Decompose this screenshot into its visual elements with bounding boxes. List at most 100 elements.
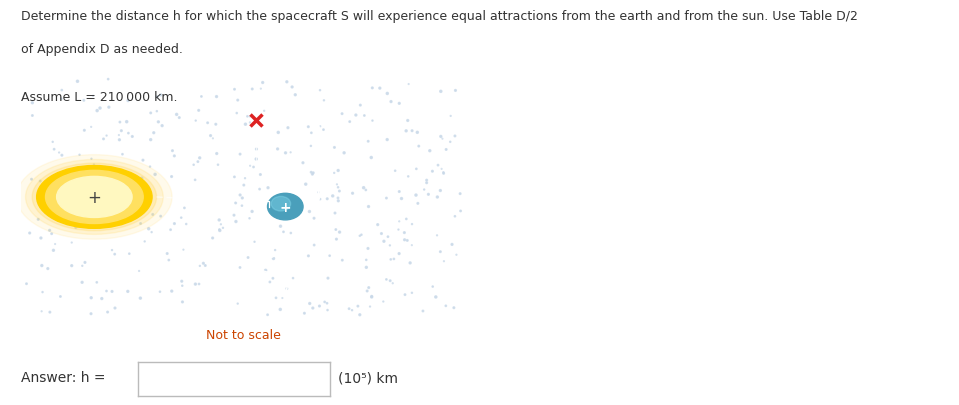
Point [25, 100, 40, 107]
Point [105, 288, 120, 295]
Point [99, 133, 114, 139]
Point [394, 196, 409, 202]
Point [153, 213, 169, 220]
Point [150, 94, 165, 101]
Point [200, 120, 216, 127]
Point [379, 277, 394, 283]
Point [332, 229, 347, 236]
Point [350, 303, 365, 309]
Point [229, 111, 245, 117]
Point [397, 237, 412, 243]
Point [209, 94, 224, 100]
Point [69, 219, 84, 226]
Point [447, 133, 462, 140]
Point [298, 181, 314, 188]
Point [146, 130, 161, 136]
Point [141, 226, 156, 232]
Point [243, 163, 258, 170]
Point [175, 278, 190, 285]
Point [143, 111, 158, 117]
Point [72, 152, 87, 159]
Point [448, 88, 463, 94]
Point [122, 251, 137, 257]
Point [137, 239, 152, 245]
Point [238, 175, 253, 182]
Point [317, 299, 333, 305]
Point [52, 150, 67, 156]
Point [363, 155, 379, 161]
Point [380, 91, 395, 98]
Point [404, 242, 419, 249]
Point [433, 134, 449, 140]
Point [435, 170, 451, 176]
Point [383, 278, 398, 284]
Point [322, 253, 338, 259]
Point [307, 242, 322, 249]
Point [446, 305, 461, 311]
Point [381, 234, 396, 240]
Point [54, 87, 69, 94]
Point [320, 275, 336, 282]
Point [279, 79, 294, 86]
Point [376, 239, 391, 245]
Point [316, 98, 332, 104]
Point [302, 209, 317, 215]
Point [194, 94, 209, 100]
Point [131, 200, 147, 206]
Point [383, 243, 398, 249]
Point [92, 106, 107, 112]
Point [326, 170, 341, 177]
Point [258, 267, 273, 274]
Point [453, 208, 468, 215]
Point [101, 77, 116, 83]
Point [83, 295, 99, 301]
Point [108, 221, 124, 228]
Point [132, 295, 148, 302]
Point [363, 304, 378, 310]
Point [383, 256, 398, 263]
Point [230, 301, 246, 307]
Point [190, 159, 205, 166]
Point [100, 309, 115, 315]
Point [331, 168, 346, 174]
Point [391, 219, 407, 225]
Point [280, 125, 295, 132]
Point [135, 158, 151, 164]
Point [35, 263, 50, 269]
Point [91, 178, 106, 185]
Point [24, 177, 39, 183]
Point [269, 146, 285, 153]
Point [102, 104, 117, 111]
Point [133, 221, 149, 227]
Point [163, 227, 178, 233]
Point [295, 160, 311, 166]
Point [332, 188, 347, 195]
Point [175, 283, 190, 289]
Point [272, 307, 288, 313]
Point [453, 191, 468, 197]
Point [399, 128, 414, 135]
Point [312, 303, 327, 309]
Point [306, 215, 321, 222]
Point [242, 215, 257, 222]
Point [212, 227, 227, 233]
Point [45, 201, 60, 207]
Point [364, 294, 380, 301]
Point [356, 185, 371, 192]
Point [75, 279, 90, 286]
Point [428, 294, 443, 301]
Point [248, 156, 264, 163]
Point [25, 113, 40, 119]
Circle shape [36, 166, 152, 229]
Point [433, 188, 448, 194]
Point [164, 288, 179, 294]
Point [348, 113, 363, 119]
Point [235, 195, 250, 202]
Point [260, 312, 275, 318]
Point [266, 256, 281, 262]
Point [209, 151, 224, 158]
Point [391, 189, 407, 195]
Point [176, 205, 192, 212]
Point [419, 180, 434, 187]
Point [232, 192, 247, 199]
